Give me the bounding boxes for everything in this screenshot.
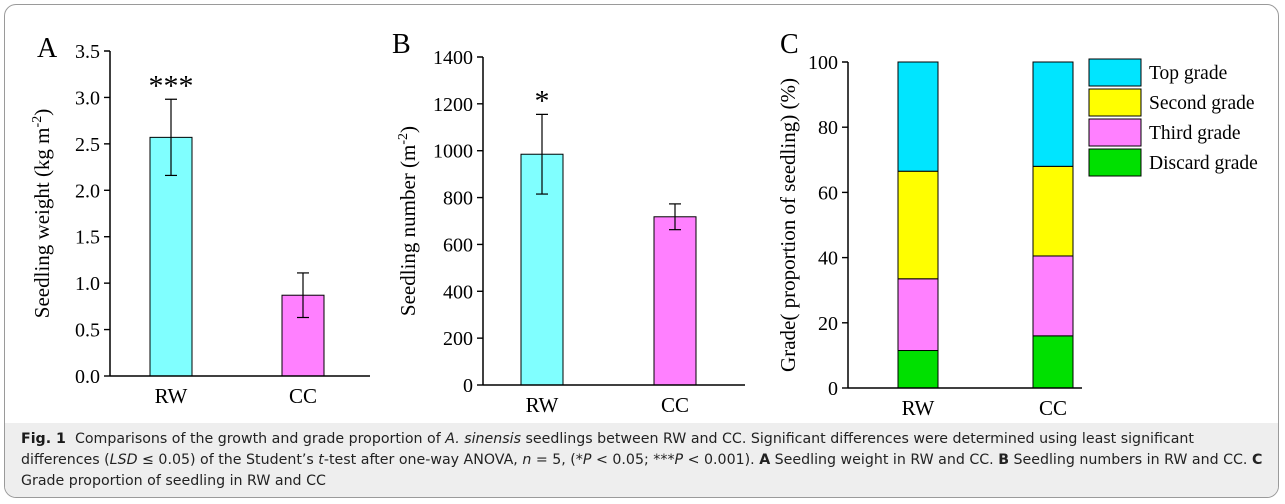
caption-box: Fig. 1 Comparisons of the growth and gra… (5, 423, 1278, 497)
x-tick-label: CC (661, 393, 689, 417)
chart-panel-c: C 0 20 40 60 80 100 Top grade Second grade Third … (776, 29, 1258, 420)
y-tick-label: 0 (463, 375, 473, 397)
caption-segment: Seedling numbers in RW and CC. (1009, 452, 1252, 468)
panel-letter: A (37, 33, 58, 64)
caption-segment: seedlings between RW and CC. Significant… (21, 431, 1194, 468)
stacked-bar-segment (897, 170, 939, 280)
caption-segment: < 0.05; *** (591, 452, 675, 468)
panel-letter: C (780, 29, 799, 60)
caption-segment: n (522, 452, 532, 468)
y-tick-label: 1000 (433, 141, 473, 163)
y-tick-label: 3.0 (75, 87, 100, 109)
chart-panel-b: B 0 200 400 600 800 1000 1200 1400 * RW CC Seedling … (392, 29, 745, 417)
significance-label: *** (149, 69, 194, 102)
caption-segment: < 0.001). (683, 452, 760, 468)
y-tick-label: 1400 (433, 47, 473, 69)
caption-segment: ≤ 0.05) of the Student’s (137, 452, 319, 468)
caption-segment: B (998, 452, 1010, 468)
y-axis-label: Grade( proportion of seedling) (%) (776, 78, 800, 372)
caption-segment: Grade proportion of seedling in RW and C… (21, 473, 326, 489)
significance-label: * (535, 84, 550, 117)
caption-segment: = 5, (* (531, 452, 583, 468)
caption-segment: Comparisons of the growth and grade prop… (74, 431, 446, 447)
y-tick-label: 100 (808, 52, 838, 74)
y-tick-label: 60 (818, 182, 838, 204)
stacked-bar-segment (897, 278, 939, 352)
caption-segment: C (1251, 452, 1263, 468)
y-tick-label: 2.0 (75, 180, 100, 202)
legend-swatch (1088, 148, 1142, 177)
stacked-bar-segment (897, 350, 939, 389)
y-tick-label: 2.5 (75, 134, 100, 156)
y-tick-label: 600 (443, 234, 473, 256)
y-tick-label: 20 (818, 313, 838, 335)
y-tick-label: 0 (828, 378, 838, 400)
chart-panel-a: A 0.0 0.5 1.0 1.5 2.0 2.5 3.0 3.5 *** RW CC Seedling… (30, 33, 370, 408)
caption-segment: P (582, 452, 592, 468)
stacked-bar-segment (1032, 335, 1074, 389)
y-tick-label: 80 (818, 117, 838, 139)
caption-segment: LSD (109, 452, 138, 468)
y-tick-label: 400 (443, 281, 473, 303)
panel-letter: B (392, 29, 411, 60)
legend-label: Top grade (1149, 63, 1227, 84)
caption-label: Fig. 1 (21, 431, 66, 447)
y-axis-label: Seedling number (m-2) (396, 126, 420, 316)
x-tick-label: CC (289, 384, 317, 408)
figure-chart: A 0.0 0.5 1.0 1.5 2.0 2.5 3.0 3.5 *** RW CC Seedling… (30, 29, 1258, 420)
stacked-bar-segment (897, 61, 939, 172)
stacked-bar-segment (1032, 61, 1074, 167)
x-tick-label: RW (526, 393, 559, 417)
x-tick-label: CC (1039, 396, 1067, 420)
x-tick-label: RW (902, 396, 935, 420)
y-tick-label: 40 (818, 248, 838, 270)
y-tick-label: 1.5 (75, 227, 100, 249)
bar (653, 216, 697, 386)
caption-segment: A. sinensis (445, 431, 521, 447)
legend-label: Third grade (1149, 123, 1241, 144)
legend-swatch (1088, 88, 1142, 117)
y-tick-label: 3.5 (75, 41, 100, 63)
legend-swatch (1088, 58, 1142, 87)
caption-segment: A (759, 452, 771, 468)
y-tick-label: 200 (443, 328, 473, 350)
y-tick-label: 0.0 (75, 366, 100, 388)
caption-segment: Seedling weight in RW and CC. (770, 452, 999, 468)
y-tick-label: 800 (443, 188, 473, 210)
figure-caption: Fig. 1 Comparisons of the growth and gra… (21, 429, 1266, 492)
y-tick-label: 1200 (433, 94, 473, 116)
bar (149, 136, 193, 377)
y-axis-label: Seedling weight (kg m-2) (30, 109, 54, 318)
legend-label: Second grade (1149, 93, 1255, 114)
legend-swatch (1088, 118, 1142, 147)
y-tick-label: 1.0 (75, 273, 100, 295)
caption-segment: P (674, 452, 684, 468)
figure-frame: A 0.0 0.5 1.0 1.5 2.0 2.5 3.0 3.5 *** RW CC Seedling… (4, 4, 1279, 498)
caption-segment: t (318, 452, 324, 468)
stacked-bar-segment (1032, 165, 1074, 257)
stacked-bar-segment (1032, 255, 1074, 337)
legend-label: Discard grade (1149, 153, 1258, 174)
x-tick-label: RW (155, 384, 188, 408)
y-tick-label: 0.5 (75, 320, 100, 342)
caption-segment: -test after one-way ANOVA, (323, 452, 523, 468)
